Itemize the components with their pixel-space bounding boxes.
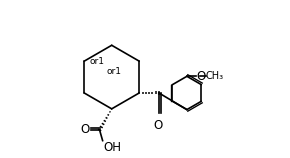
Text: CH₃: CH₃ [206,71,224,81]
Text: or1: or1 [106,67,122,76]
Text: O: O [81,123,90,136]
Text: OH: OH [103,141,122,154]
Text: or1: or1 [90,57,105,66]
Text: O: O [196,70,205,83]
Text: O: O [153,119,163,132]
